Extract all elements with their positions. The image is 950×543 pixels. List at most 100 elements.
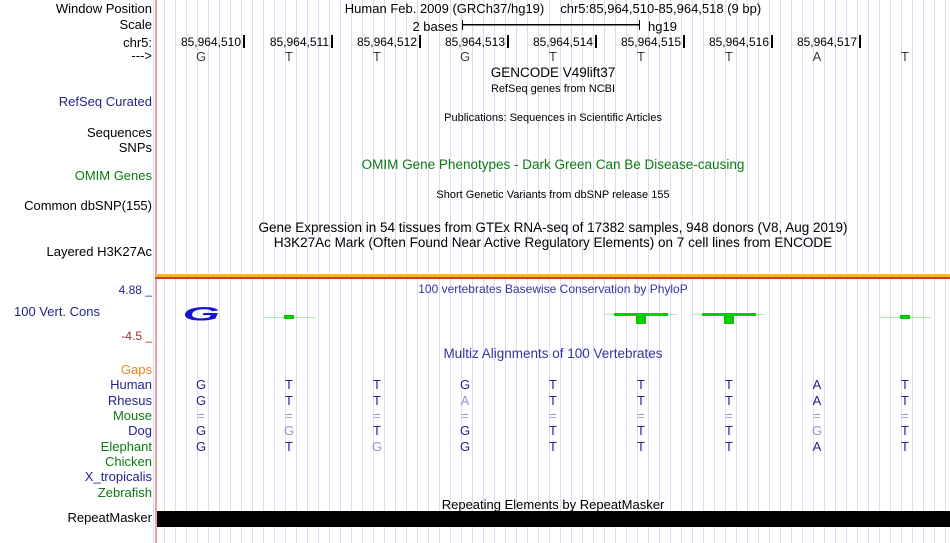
ruler-tick — [595, 35, 597, 48]
track-title-gtex[interactable]: Gene Expression in 54 tissues from GTEx … — [258, 220, 848, 235]
coordinate-label: 85,964,514 — [532, 35, 593, 49]
coordinate-label: 85,964,510 — [180, 35, 241, 49]
coordinate-label: 85,964,516 — [708, 35, 769, 49]
coordinate-label: 85,964,511 — [269, 35, 329, 49]
conservation-scale-max: 4.88 _ — [118, 283, 152, 297]
base-letter: T — [285, 49, 293, 64]
species-label-x_tropicalis[interactable]: X_tropicalis — [84, 469, 152, 484]
ruler-tick — [771, 35, 773, 48]
alignment-base: T — [637, 439, 645, 454]
alignment-base: T — [373, 377, 381, 392]
alignment-base: T — [285, 393, 293, 408]
alignment-base: G — [459, 439, 471, 454]
species-label-elephant[interactable]: Elephant — [100, 439, 152, 454]
ruler-tick — [243, 35, 245, 48]
track-label-common-dbsnp[interactable]: Common dbSNP(155) — [24, 198, 152, 213]
species-label-mouse[interactable]: Mouse — [112, 408, 152, 423]
alignment-base: = — [461, 408, 469, 423]
track-title-dbsnp[interactable]: Short Genetic Variants from dbSNP releas… — [436, 189, 670, 201]
track-label-100-vert-cons[interactable]: 100 Vert. Cons — [14, 304, 100, 319]
alignment-base: = — [813, 408, 821, 423]
alignment-base: T — [901, 423, 909, 438]
alignment-base: T — [373, 423, 381, 438]
species-label-human[interactable]: Human — [110, 377, 152, 392]
track-title-omim[interactable]: OMIM Gene Phenotypes - Dark Green Can Be… — [361, 157, 745, 172]
position-title: chr5:85,964,510-85,964,518 (9 bp) — [560, 1, 762, 16]
position-guideline — [155, 0, 157, 543]
track-title-phylop[interactable]: 100 vertebrates Basewise Conservation by… — [418, 282, 688, 296]
base-letter: G — [195, 49, 207, 64]
track-title-repeatmasker[interactable]: Repeating Elements by RepeatMasker — [441, 497, 665, 512]
alignment-base: = — [637, 408, 645, 423]
ruler-tick — [683, 35, 685, 48]
alignment-base: G — [811, 423, 823, 438]
scale-row-label: Scale — [119, 17, 152, 32]
h3k27ac-signal-red — [155, 277, 950, 279]
alignment-base: T — [285, 377, 293, 392]
coordinate-label: 85,964,517 — [796, 35, 857, 49]
alignment-base: T — [901, 393, 909, 408]
window-position-label: Window Position — [55, 1, 152, 16]
conservation-scale-min: -4.5 _ — [121, 329, 152, 343]
alignment-base: A — [812, 377, 822, 392]
track-label-layered-h3k27ac[interactable]: Layered H3K27Ac — [46, 244, 152, 259]
strand-arrow: ---> — [131, 48, 152, 63]
alignment-base: G — [283, 423, 295, 438]
scale-assembly-label: hg19 — [648, 19, 677, 34]
track-title-multiz[interactable]: Multiz Alignments of 100 Vertebrates — [443, 346, 663, 361]
track-label-repeatmasker[interactable]: RepeatMasker — [67, 510, 152, 525]
ruler-tick — [507, 35, 509, 48]
logo-letter-glyph: G — [182, 303, 220, 326]
track-title-refseq[interactable]: RefSeq genes from NCBI — [490, 83, 616, 95]
base-letter: T — [373, 49, 381, 64]
alignment-base: G — [459, 377, 471, 392]
repeat-element-bar[interactable] — [157, 511, 950, 527]
base-letter: T — [549, 49, 557, 64]
species-label-chicken[interactable]: Chicken — [105, 454, 152, 469]
track-title-publications[interactable]: Publications: Sequences in Scientific Ar… — [444, 112, 662, 124]
alignment-base: T — [901, 439, 909, 454]
track-label-refseq-curated[interactable]: RefSeq Curated — [58, 94, 152, 109]
track-label-snps[interactable]: SNPs — [118, 140, 152, 155]
alignment-base: T — [725, 439, 733, 454]
alignment-base: T — [725, 393, 733, 408]
ruler-tick — [331, 35, 333, 48]
alignment-base: G — [195, 377, 207, 392]
conservation-logo-letter: G — [177, 304, 225, 326]
alignment-base: A — [812, 439, 822, 454]
coordinate-label: 85,964,513 — [444, 35, 505, 49]
alignment-base: = — [197, 408, 205, 423]
species-label-zebrafish[interactable]: Zebrafish — [97, 485, 152, 500]
alignment-base: T — [549, 393, 557, 408]
species-label-rhesus[interactable]: Rhesus — [107, 393, 152, 408]
base-letter: A — [812, 49, 822, 64]
alignment-base: T — [901, 377, 909, 392]
ruler-tick — [859, 35, 861, 48]
window-position-row: Human Feb. 2009 (GRCh37/hg19) chr5:85,96… — [157, 1, 949, 16]
alignment-base: T — [373, 393, 381, 408]
alignment-base: = — [725, 408, 733, 423]
base-letter: G — [459, 49, 471, 64]
alignment-base: = — [901, 408, 909, 423]
track-label-omim-genes[interactable]: OMIM Genes — [74, 168, 152, 183]
h3k27ac-signal-orange — [155, 274, 950, 277]
coordinate-label: 85,964,512 — [356, 35, 417, 49]
alignment-base: = — [549, 408, 557, 423]
alignment-base: T — [285, 439, 293, 454]
ruler-tick — [419, 35, 421, 48]
track-label-sequences[interactable]: Sequences — [86, 125, 152, 140]
conservation-tbar — [614, 313, 668, 316]
species-label-dog[interactable]: Dog — [128, 423, 152, 438]
track-title-h3k27ac[interactable]: H3K27Ac Mark (Often Found Near Active Re… — [273, 235, 833, 250]
conservation-tbar — [702, 313, 756, 316]
assembly-title: Human Feb. 2009 (GRCh37/hg19) — [344, 1, 545, 16]
alignment-base: T — [637, 377, 645, 392]
alignment-base: G — [195, 423, 207, 438]
alignment-base: T — [549, 377, 557, 392]
alignment-base: T — [637, 393, 645, 408]
alignment-base: = — [285, 408, 293, 423]
species-label-gaps[interactable]: Gaps — [120, 362, 152, 377]
track-title-gencode[interactable]: GENCODE V49lift37 — [490, 65, 616, 80]
base-letter: T — [725, 49, 733, 64]
base-letter: T — [901, 49, 909, 64]
